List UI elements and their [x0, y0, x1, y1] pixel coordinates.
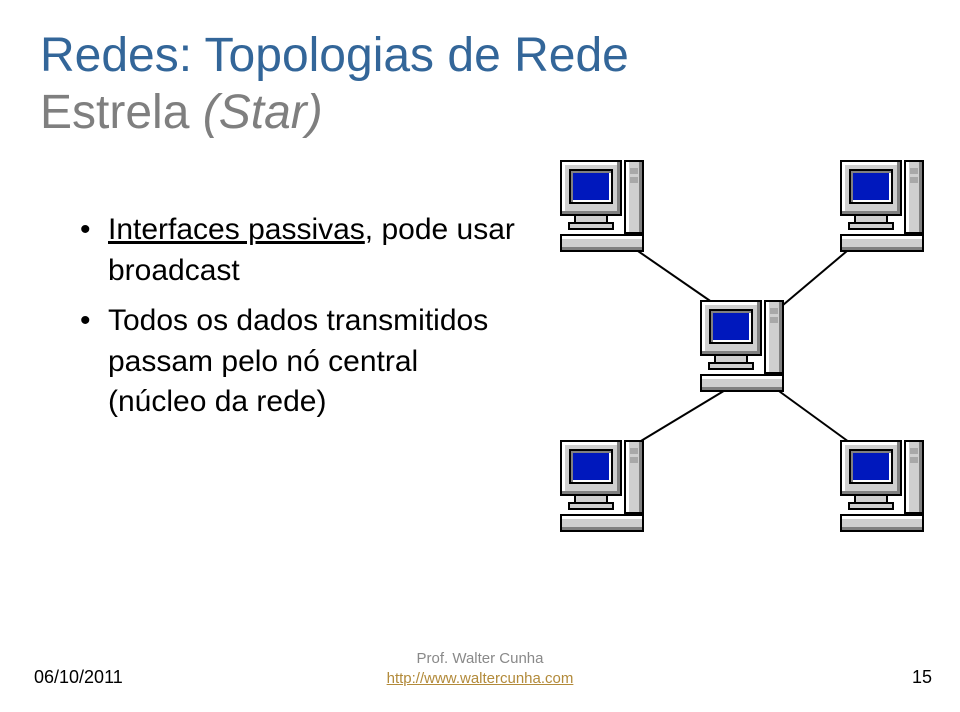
- footer-link[interactable]: http://www.waltercunha.com: [387, 670, 574, 687]
- bullet-item: Interfaces passivas, pode usar broadcast: [80, 210, 520, 291]
- computer-icon: [560, 440, 648, 534]
- bullet-underline: Interfaces passivas: [108, 213, 365, 246]
- footer-prof: Prof. Walter Cunha: [417, 650, 544, 667]
- bullet-item: Todos os dados transmitidos passam pelo …: [80, 301, 520, 423]
- footer-page: 15: [912, 667, 932, 688]
- computer-icon: [560, 160, 648, 254]
- footer-author: Prof. Walter Cunha http://www.waltercunh…: [387, 649, 574, 688]
- footer-date: 06/10/2011: [34, 667, 123, 688]
- bullet-text: Todos os dados transmitidos passam pelo …: [108, 304, 488, 418]
- computer-icon: [840, 160, 928, 254]
- star-topology-diagram: [560, 160, 930, 540]
- bullet-list: Interfaces passivas, pode usar broadcast…: [40, 210, 520, 433]
- title-line-2: Estrela (Star): [40, 85, 920, 142]
- computer-icon: [700, 300, 788, 394]
- slide-footer: 06/10/2011 Prof. Walter Cunha http://www…: [0, 667, 960, 688]
- title-line-1: Redes: Topologias de Rede: [40, 28, 920, 85]
- slide-title: Redes: Topologias de Rede Estrela (Star): [40, 28, 920, 141]
- computer-icon: [840, 440, 928, 534]
